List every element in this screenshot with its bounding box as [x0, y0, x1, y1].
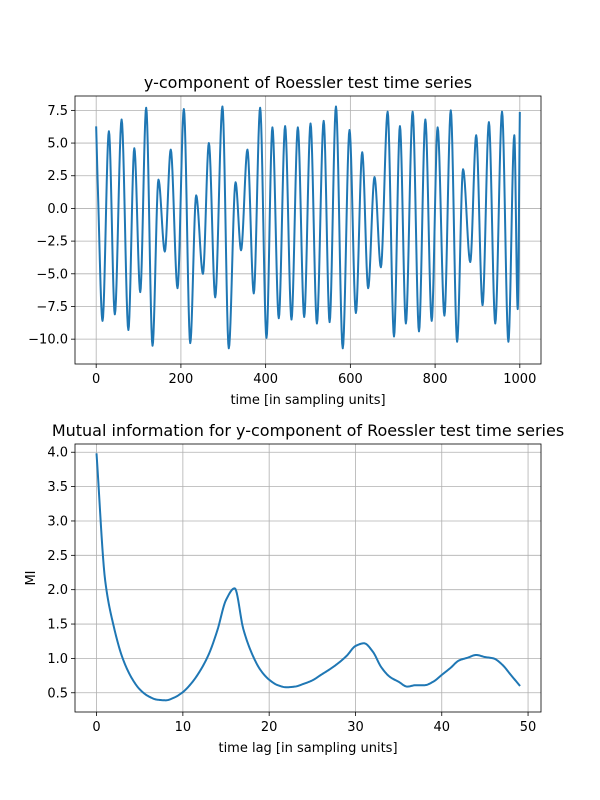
mutual-information-title: Mutual information for y-component of Ro… [52, 421, 564, 440]
time-series-x-tick-label: 800 [423, 372, 448, 387]
mutual-information-x-tick-label: 50 [520, 720, 537, 735]
time-series-y-tick-label: 5.0 [47, 137, 68, 152]
mutual-information-y-tick-label: 3.0 [47, 514, 68, 529]
time-series-x-tick-label: 200 [168, 372, 193, 387]
mutual-information-x-tick-label: 0 [92, 720, 100, 735]
mutual-information-y-tick-label: 1.0 [47, 652, 68, 667]
time-series-x-axis-label: time [in sampling units] [230, 393, 385, 408]
mutual-information-y-tick-label: 0.5 [47, 686, 68, 701]
mutual-information-line [95, 453, 521, 702]
mutual-information-x-tick-label: 40 [433, 720, 450, 735]
mutual-information-x-ticks: 0 10 20 30 40 50 [92, 712, 536, 735]
time-series-y-tick-label: −7.5 [36, 300, 68, 315]
time-series-y-tick-label: 7.5 [47, 104, 68, 119]
mutual-information-chart: Mutual information for y-component of Ro… [24, 421, 564, 756]
mutual-information-axes-frame [74, 443, 542, 713]
time-series-x-tick-label: 400 [253, 372, 278, 387]
time-series-y-tick-label: 2.5 [47, 169, 68, 184]
time-series-x-tick-label: 0 [92, 372, 100, 387]
mutual-information-x-tick-label: 10 [175, 720, 192, 735]
time-series-axes-frame [74, 95, 542, 365]
mutual-information-x-tick-label: 20 [261, 720, 278, 735]
mutual-information-y-tick-label: 2.5 [47, 549, 68, 564]
mutual-information-x-axis-label: time lag [in sampling units] [218, 741, 397, 756]
time-series-x-ticks: 0 200 400 600 800 1000 [92, 364, 536, 387]
time-series-x-tick-label: 600 [338, 372, 363, 387]
time-series-y-tick-label: 0.0 [47, 202, 68, 217]
time-series-y-tick-label: −5.0 [36, 267, 68, 282]
time-series-y-ticks: 7.5 5.0 2.5 0.0 −2.5 −5.0 −7.5 −10.0 [28, 104, 75, 348]
mutual-information-y-tick-label: 2.0 [47, 583, 68, 598]
time-series-line [95, 105, 521, 350]
mutual-information-y-tick-label: 1.5 [47, 618, 68, 633]
time-series-chart: y-component of Roessler test time series… [28, 73, 542, 408]
mutual-information-y-tick-label: 3.5 [47, 480, 68, 495]
mutual-information-y-axis-label: MI [24, 570, 39, 585]
time-series-y-tick-label: −2.5 [36, 235, 68, 250]
time-series-x-tick-label: 1000 [503, 372, 536, 387]
mutual-information-y-ticks: 0.5 1.0 1.5 2.0 2.5 3.0 3.5 4.0 [47, 446, 75, 701]
time-series-title: y-component of Roessler test time series [144, 73, 472, 92]
mutual-information-y-tick-label: 4.0 [47, 446, 68, 461]
time-series-y-tick-label: −10.0 [28, 333, 68, 348]
mutual-information-x-tick-label: 30 [347, 720, 364, 735]
